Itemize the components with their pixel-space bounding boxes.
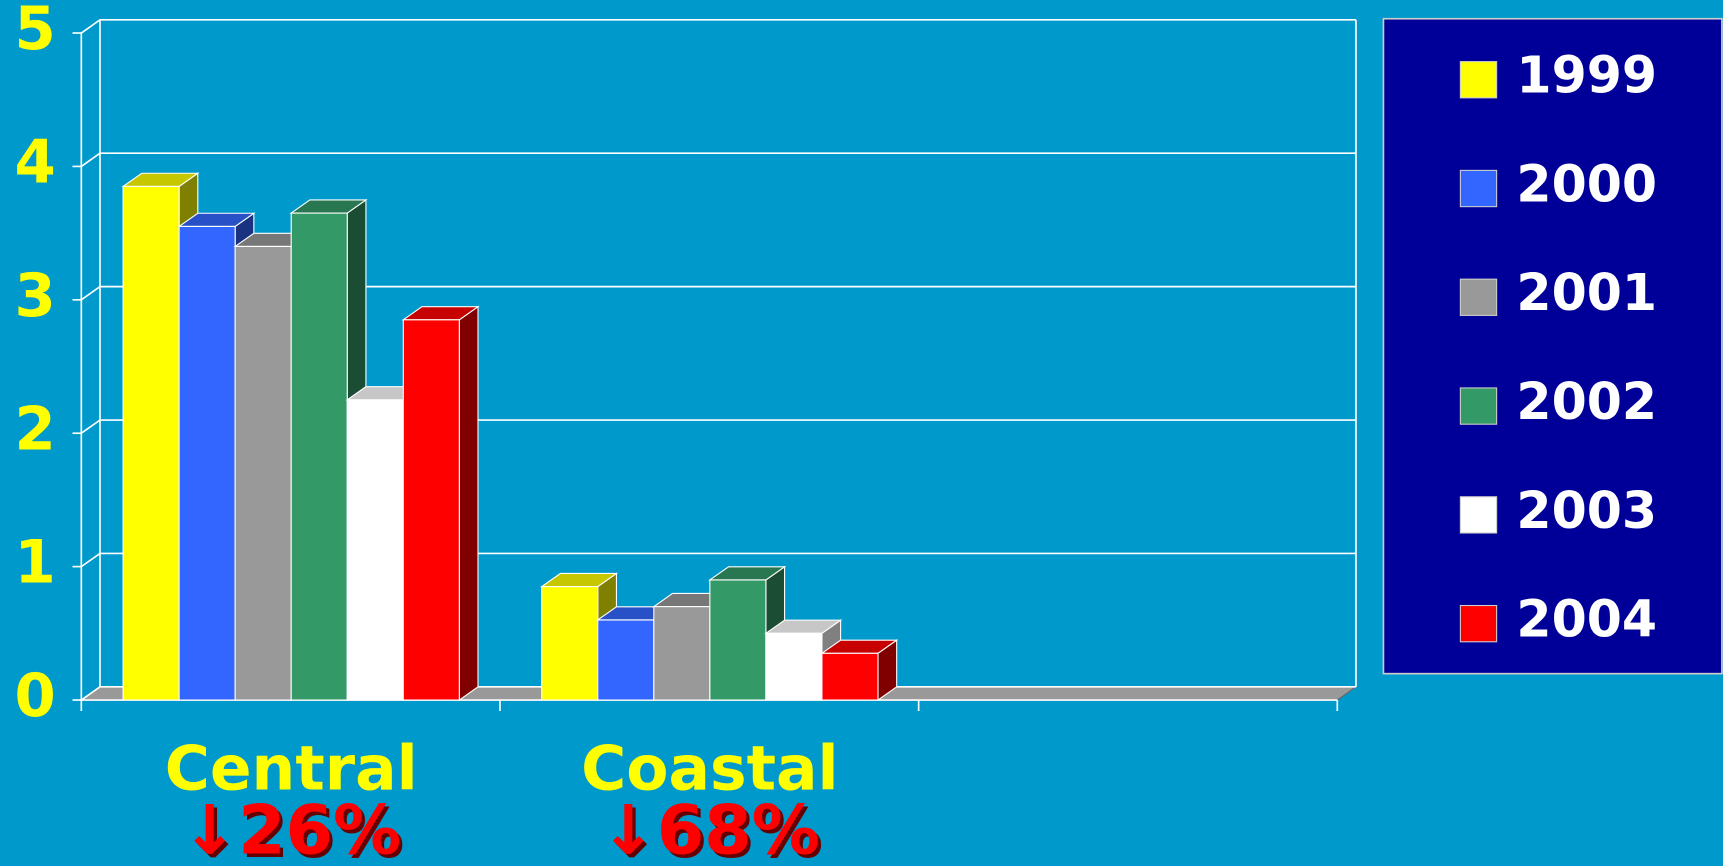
y-tick-label: 3: [15, 261, 56, 330]
bar-side: [458, 305, 479, 702]
grid-line: [80, 686, 1356, 701]
bar: [234, 245, 292, 701]
legend-label: 2001: [1516, 263, 1657, 322]
annotation: ↓26%: [181, 792, 401, 866]
y-tick-label: 4: [15, 128, 56, 197]
legend-swatch: [1459, 387, 1498, 425]
bar: [290, 212, 348, 701]
bar: [346, 399, 404, 701]
grid-line: [80, 552, 1356, 568]
legend-swatch: [1459, 604, 1498, 643]
legend-swatch: [1459, 169, 1498, 208]
legend-label: 1999: [1516, 46, 1657, 105]
legend-box: [1382, 17, 1723, 675]
x-tick-label: Central: [165, 733, 418, 805]
legend-swatch: [1459, 278, 1498, 316]
grid-line: [80, 419, 1356, 434]
y-tick-label: 1: [15, 528, 56, 597]
legend-label: 2000: [1516, 154, 1657, 213]
annotation-shadow: ↓68%: [603, 795, 823, 866]
legend-label: 2004: [1516, 590, 1657, 649]
y-tick-label: 5: [15, 0, 56, 63]
y-tick-label: 2: [15, 394, 56, 463]
grid-line: [80, 285, 1356, 301]
bar: [709, 579, 767, 701]
legend-swatch: [1459, 61, 1498, 99]
bar: [653, 606, 711, 701]
bar: [821, 652, 879, 701]
x-tick-label: Coastal: [581, 733, 839, 805]
legend-swatch: [1459, 496, 1498, 534]
y-tick-label: 0: [15, 661, 56, 730]
legend-label: 2002: [1516, 372, 1657, 431]
bar: [402, 319, 460, 701]
annotation-shadow: ↓26%: [184, 795, 404, 866]
legend-label: 2003: [1516, 481, 1657, 540]
bar: [178, 225, 236, 701]
bar: [765, 632, 823, 701]
grid-line: [80, 19, 1356, 34]
bar: [541, 586, 599, 701]
grid-line: [80, 152, 1356, 168]
bar: [597, 619, 655, 701]
bar: [122, 185, 180, 701]
annotation: ↓68%: [600, 792, 820, 866]
